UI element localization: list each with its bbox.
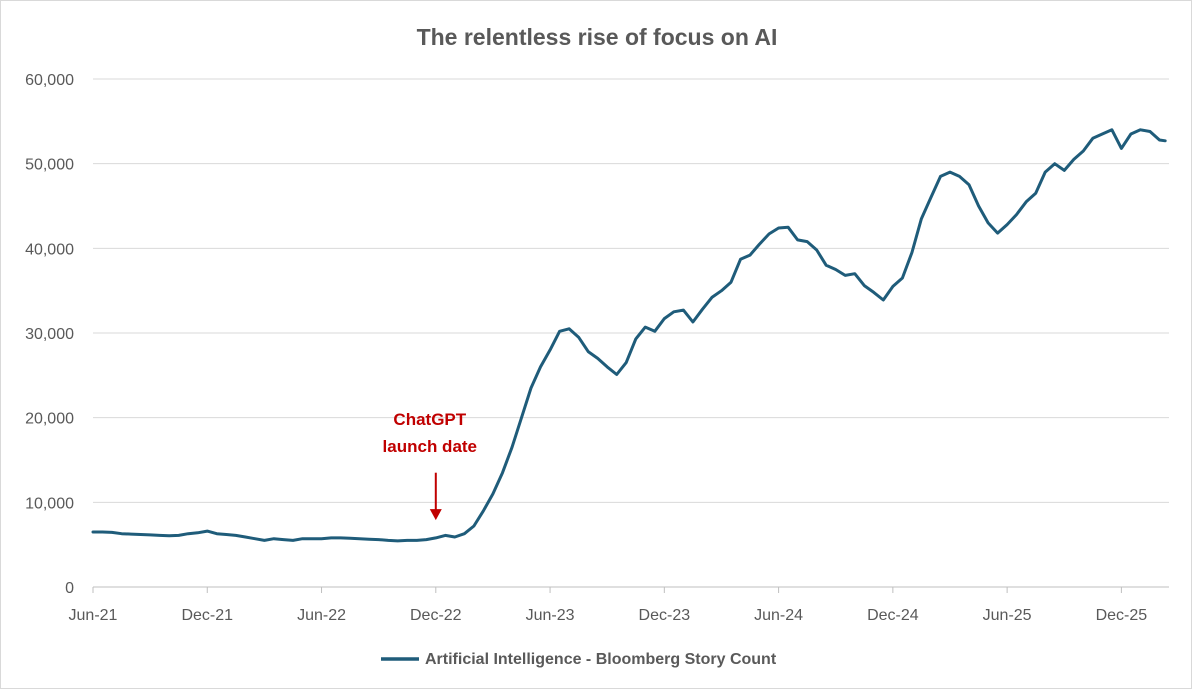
- x-tick-label: Jun-21: [69, 607, 118, 624]
- annotation-arrow-head: [429, 509, 442, 521]
- x-tick-label: Jun-25: [983, 607, 1032, 624]
- legend: Artificial Intelligence - Bloomberg Stor…: [381, 651, 777, 668]
- y-tick-label: 40,000: [25, 241, 74, 258]
- y-tick-label: 10,000: [25, 495, 74, 512]
- y-tick-label: 50,000: [25, 157, 74, 174]
- x-tick-label: Jun-23: [526, 607, 575, 624]
- y-tick-label: 60,000: [25, 72, 74, 89]
- x-tick-label: Dec-25: [1096, 607, 1148, 624]
- chart-title: The relentless rise of focus on AI: [417, 24, 778, 50]
- y-tick-label: 20,000: [25, 411, 74, 428]
- chatgpt-annotation: ChatGPT launch date: [383, 410, 477, 521]
- series-line: [91, 128, 1167, 543]
- x-tick-label: Dec-24: [867, 607, 919, 624]
- annotation-label-line2: launch date: [383, 437, 477, 456]
- legend-label: Artificial Intelligence - Bloomberg Stor…: [425, 651, 777, 668]
- annotation-label-line1: ChatGPT: [393, 410, 466, 429]
- y-tick-label: 0: [65, 580, 74, 597]
- x-tick-label: Dec-21: [181, 607, 233, 624]
- x-tick-label: Dec-22: [410, 607, 462, 624]
- x-axis: Jun-21 Dec-21 Jun-22 Dec-22 Jun-23 Dec-23 Jun-…: [69, 586, 1169, 624]
- gridlines: [93, 78, 1169, 503]
- x-tick-label: Jun-22: [297, 607, 346, 624]
- series-group: [91, 128, 1167, 543]
- x-tick-label: Jun-24: [754, 607, 803, 624]
- y-tick-label: 30,000: [25, 326, 74, 343]
- y-axis: 0 10,000 20,000 30,000 40,000 50,000 60,000: [25, 72, 74, 597]
- x-tick-label: Dec-23: [639, 607, 691, 624]
